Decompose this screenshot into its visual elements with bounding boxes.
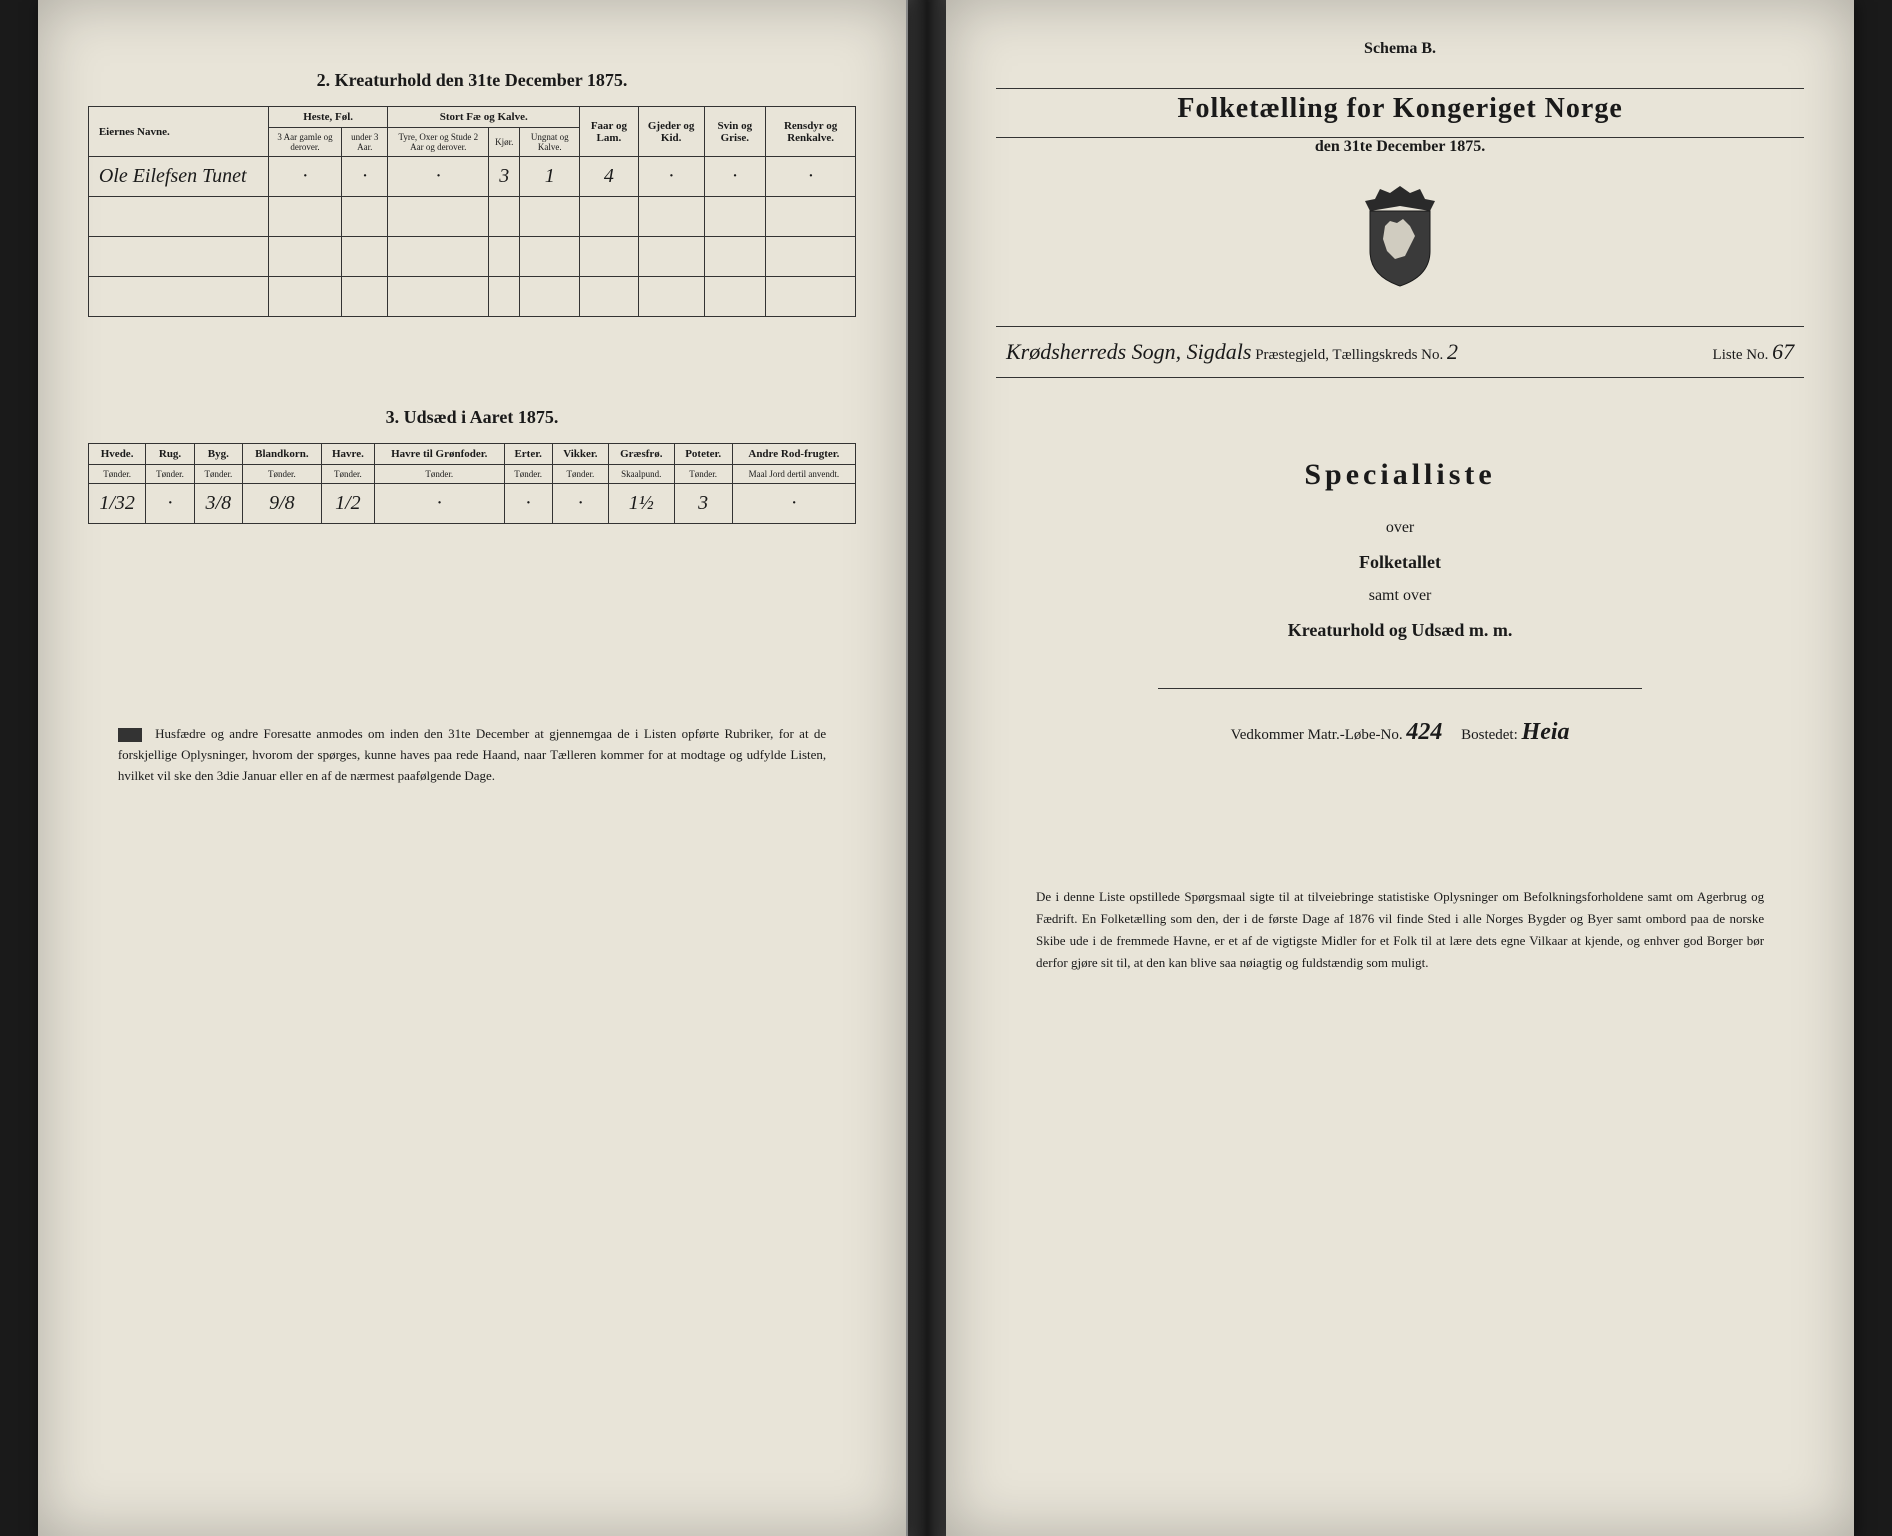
th-vikker: Vikker. [552, 444, 608, 465]
table-row: 1/32 · 3/8 9/8 1/2 · · · 1½ 3 · [88, 484, 855, 524]
schema-label: Schema B. [996, 40, 1804, 58]
th-rug: Rug. [146, 444, 194, 465]
over: over [996, 512, 1804, 544]
liste-no: 67 [1772, 339, 1794, 364]
cell: 1½ [608, 484, 674, 524]
th-graesfro: Græsfrø. [608, 444, 674, 465]
unit: Tønder. [146, 465, 194, 484]
unit: Tønder. [552, 465, 608, 484]
matr-no: 424 [1406, 719, 1442, 745]
unit: Tønder. [674, 465, 732, 484]
empty-row [88, 197, 855, 237]
kreaturhold-table: Eiernes Navne. Heste, Føl. Stort Fæ og K… [88, 106, 856, 317]
special-title: Specialliste [996, 458, 1804, 492]
th-havre-gron: Havre til Grønfoder. [375, 444, 505, 465]
coat-of-arms-icon [996, 181, 1804, 296]
kreaturhold: Kreaturhold og Udsæd m. m. [996, 612, 1804, 648]
cell: 3 [674, 484, 732, 524]
cell: · [504, 484, 552, 524]
th-heste1: 3 Aar gamle og derover. [268, 128, 341, 157]
cell: · [375, 484, 505, 524]
bosted: Heia [1522, 719, 1570, 745]
th-faar: Faar og Lam. [580, 107, 639, 157]
cell: 3/8 [194, 484, 242, 524]
section-kreaturhold: 2. Kreaturhold den 31te December 1875. E… [88, 70, 856, 317]
section3-title: 3. Udsæd i Aaret 1875. [88, 407, 856, 428]
unit: Tønder. [242, 465, 321, 484]
unit: Tønder. [321, 465, 374, 484]
left-footnote: Husfædre og andre Foresatte anmodes om i… [88, 724, 856, 786]
th-heste2: under 3 Aar. [342, 128, 388, 157]
district-line: Krødsherreds Sogn, Sigdals Præstegjeld, … [996, 326, 1804, 378]
th-byg: Byg. [194, 444, 242, 465]
th-stort: Stort Fæ og Kalve. [388, 107, 580, 128]
cell-name: Ole Eilefsen Tunet [88, 157, 268, 197]
th-gjeder: Gjeder og Kid. [638, 107, 704, 157]
samt-over: samt over [996, 580, 1804, 612]
folketallet: Folketallet [996, 544, 1804, 580]
cell: · [732, 484, 855, 524]
cell: · [268, 157, 341, 197]
matr-line: Vedkommer Matr.-Løbe-No. 424 Bostedet: H… [996, 719, 1804, 746]
book-spread: 2. Kreaturhold den 31te December 1875. E… [0, 0, 1892, 1536]
cell: 9/8 [242, 484, 321, 524]
cell: 3 [489, 157, 520, 197]
cell: 1 [520, 157, 580, 197]
table-row: Ole Eilefsen Tunet · · · 3 1 4 · · · [88, 157, 855, 197]
th-rensdyr: Rensdyr og Renkalve. [766, 107, 856, 157]
right-page: Schema B. Folketælling for Kongeriget No… [946, 0, 1854, 1536]
th-poteter: Poteter. [674, 444, 732, 465]
title-rule: Folketælling for Kongeriget Norge [996, 88, 1804, 138]
prestegjeld-label: Præstegjeld, Tællingskreds No. [1255, 347, 1443, 363]
th-havre: Havre. [321, 444, 374, 465]
cell: · [552, 484, 608, 524]
th-stort3: Ungnat og Kalve. [520, 128, 580, 157]
cell: · [388, 157, 489, 197]
cell: · [638, 157, 704, 197]
unit: Tønder. [88, 465, 146, 484]
matr-label2: Bostedet: [1461, 727, 1518, 743]
th-andre: Andre Rod-frugter. [732, 444, 855, 465]
right-footnote: De i denne Liste opstillede Spørgsmaal s… [996, 886, 1804, 974]
cell: 1/32 [88, 484, 146, 524]
th-hvede: Hvede. [88, 444, 146, 465]
divider [1158, 688, 1643, 689]
cell: · [766, 157, 856, 197]
empty-row [88, 237, 855, 277]
th-stort1: Tyre, Oxer og Stude 2 Aar og derover. [388, 128, 489, 157]
th-heste: Heste, Føl. [268, 107, 388, 128]
th-erter: Erter. [504, 444, 552, 465]
cell: · [342, 157, 388, 197]
unit: Tønder. [504, 465, 552, 484]
udsaed-table: Hvede. Rug. Byg. Blandkorn. Havre. Havre… [88, 443, 856, 524]
center-block: over Folketallet samt over Kreaturhold o… [996, 512, 1804, 648]
unit: Skaalpund. [608, 465, 674, 484]
empty-row [88, 277, 855, 317]
th-svin: Svin og Grise. [704, 107, 766, 157]
sogn: Krødsherreds Sogn, Sigdals [1006, 339, 1251, 364]
th-blandkorn: Blandkorn. [242, 444, 321, 465]
section2-title: 2. Kreaturhold den 31te December 1875. [88, 70, 856, 91]
th-stort2: Kjør. [489, 128, 520, 157]
cell: 1/2 [321, 484, 374, 524]
kreds-no: 2 [1447, 339, 1458, 364]
matr-label1: Vedkommer Matr.-Løbe-No. [1231, 727, 1403, 743]
main-title: Folketælling for Kongeriget Norge [996, 93, 1804, 125]
unit: Maal Jord dertil anvendt. [732, 465, 855, 484]
footnote-text: Husfædre og andre Foresatte anmodes om i… [118, 726, 826, 783]
left-page: 2. Kreaturhold den 31te December 1875. E… [38, 0, 908, 1536]
liste-label: Liste No. [1713, 347, 1769, 363]
unit: Tønder. [194, 465, 242, 484]
section-udsaed: 3. Udsæd i Aaret 1875. Hvede. Rug. Byg. … [88, 407, 856, 524]
cell: · [146, 484, 194, 524]
main-subtitle: den 31te December 1875. [996, 138, 1804, 156]
cell: · [704, 157, 766, 197]
th-eiernes: Eiernes Navne. [88, 107, 268, 157]
footnote-marker-icon [118, 728, 142, 742]
cell: 4 [580, 157, 639, 197]
book-spine [908, 0, 946, 1536]
unit: Tønder. [375, 465, 505, 484]
